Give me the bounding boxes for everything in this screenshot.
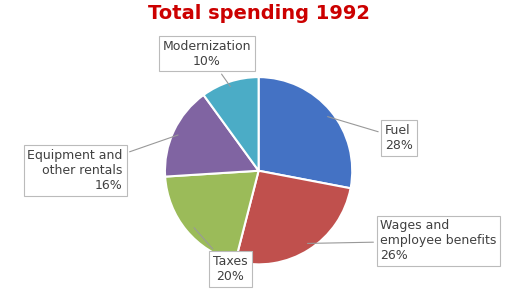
- Wedge shape: [165, 171, 259, 261]
- Title: Total spending 1992: Total spending 1992: [148, 4, 370, 23]
- Text: Modernization
10%: Modernization 10%: [163, 40, 251, 87]
- Wedge shape: [204, 77, 259, 171]
- Text: Fuel
28%: Fuel 28%: [328, 117, 413, 152]
- Text: Taxes
20%: Taxes 20%: [194, 228, 248, 283]
- Wedge shape: [235, 171, 350, 264]
- Text: Equipment and
other rentals
16%: Equipment and other rentals 16%: [27, 135, 178, 192]
- Wedge shape: [165, 95, 259, 177]
- Text: Wages and
employee benefits
26%: Wages and employee benefits 26%: [308, 219, 497, 263]
- Wedge shape: [259, 77, 352, 188]
